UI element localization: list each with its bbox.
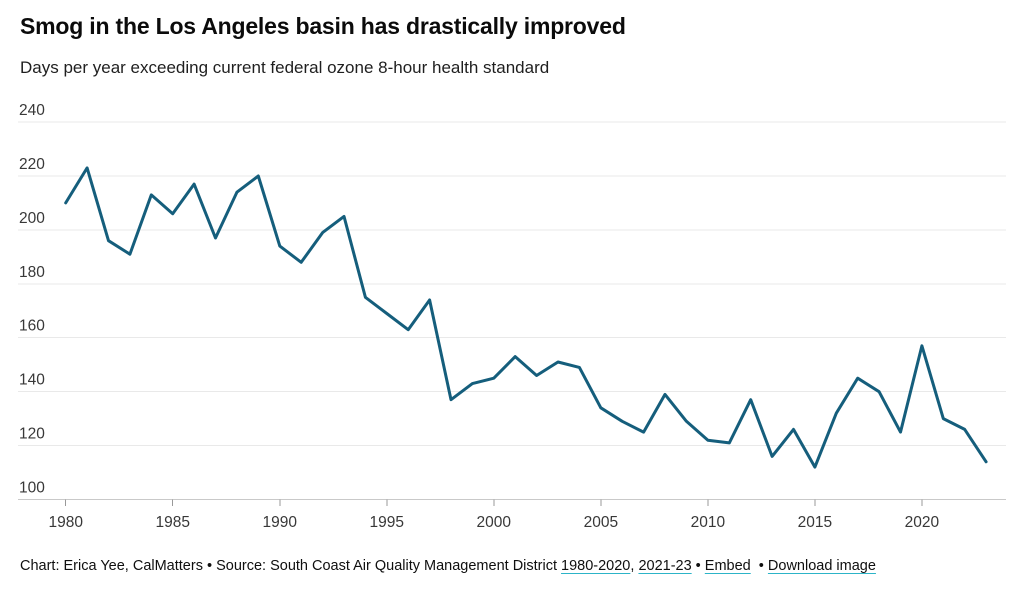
y-axis-label: 120 (19, 426, 45, 443)
embed-link[interactable]: Embed (704, 558, 751, 574)
y-axis-label: 220 (19, 156, 45, 173)
x-axis-label: 2020 (905, 514, 940, 531)
x-axis-label: 2005 (584, 514, 618, 531)
x-axis-label: 2015 (798, 514, 832, 531)
data-line (64, 166, 988, 469)
y-axis-label: 200 (19, 210, 45, 227)
chart-footer: Chart: Erica Yee, CalMatters • Source: S… (20, 558, 1010, 574)
x-axis-label: 1995 (370, 514, 404, 531)
credit-text: Chart: Erica Yee, CalMatters (20, 558, 203, 574)
source-link-1980-2020[interactable]: 1980-2020 (561, 558, 631, 574)
separator: • (691, 558, 705, 574)
x-axis-label: 1985 (155, 514, 189, 531)
x-axis-label: 2000 (477, 514, 512, 531)
x-axis-label: 1990 (263, 514, 298, 531)
y-axis-label: 160 (19, 318, 45, 335)
chart-title: Smog in the Los Angeles basin has drasti… (20, 13, 626, 39)
comma-text: , (630, 558, 639, 574)
y-axis-label: 180 (19, 264, 45, 281)
download-image-link[interactable]: Download image (767, 558, 876, 574)
y-axis-label: 100 (19, 480, 45, 497)
chart-subtitle: Days per year exceeding current federal … (20, 58, 550, 77)
source-text: Source: South Coast Air Quality Manageme… (216, 558, 562, 574)
separator: • (202, 558, 217, 574)
x-axis-label: 1980 (48, 514, 83, 531)
y-axis-label: 140 (19, 372, 45, 389)
x-axis-label: 2010 (691, 514, 726, 531)
separator: • (750, 558, 768, 574)
y-axis-label: 240 (19, 102, 45, 119)
source-link-2021-23[interactable]: 2021-23 (638, 558, 692, 574)
